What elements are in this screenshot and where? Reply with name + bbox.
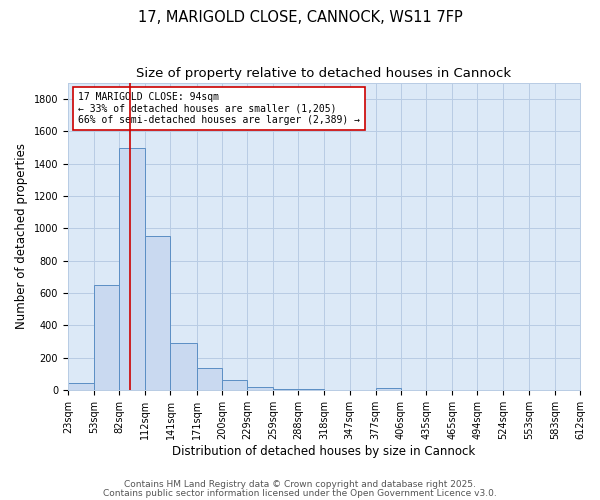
Text: Contains public sector information licensed under the Open Government Licence v3: Contains public sector information licen… [103, 488, 497, 498]
Bar [298, 389, 325, 390]
Bar [94, 285, 119, 390]
Text: 17 MARIGOLD CLOSE: 94sqm
← 33% of detached houses are smaller (1,205)
66% of sem: 17 MARIGOLD CLOSE: 94sqm ← 33% of detach… [78, 92, 360, 126]
Bar [222, 380, 247, 390]
Title: Size of property relative to detached houses in Cannock: Size of property relative to detached ho… [136, 68, 512, 80]
Y-axis label: Number of detached properties: Number of detached properties [15, 144, 28, 330]
Bar [247, 386, 273, 390]
Bar [197, 368, 222, 390]
Bar [145, 236, 170, 390]
Text: 17, MARIGOLD CLOSE, CANNOCK, WS11 7FP: 17, MARIGOLD CLOSE, CANNOCK, WS11 7FP [137, 10, 463, 25]
Bar [68, 382, 94, 390]
Bar [170, 343, 197, 390]
Bar [119, 148, 145, 390]
Bar [273, 388, 298, 390]
Text: Contains HM Land Registry data © Crown copyright and database right 2025.: Contains HM Land Registry data © Crown c… [124, 480, 476, 489]
X-axis label: Distribution of detached houses by size in Cannock: Distribution of detached houses by size … [172, 444, 476, 458]
Bar [376, 388, 401, 390]
